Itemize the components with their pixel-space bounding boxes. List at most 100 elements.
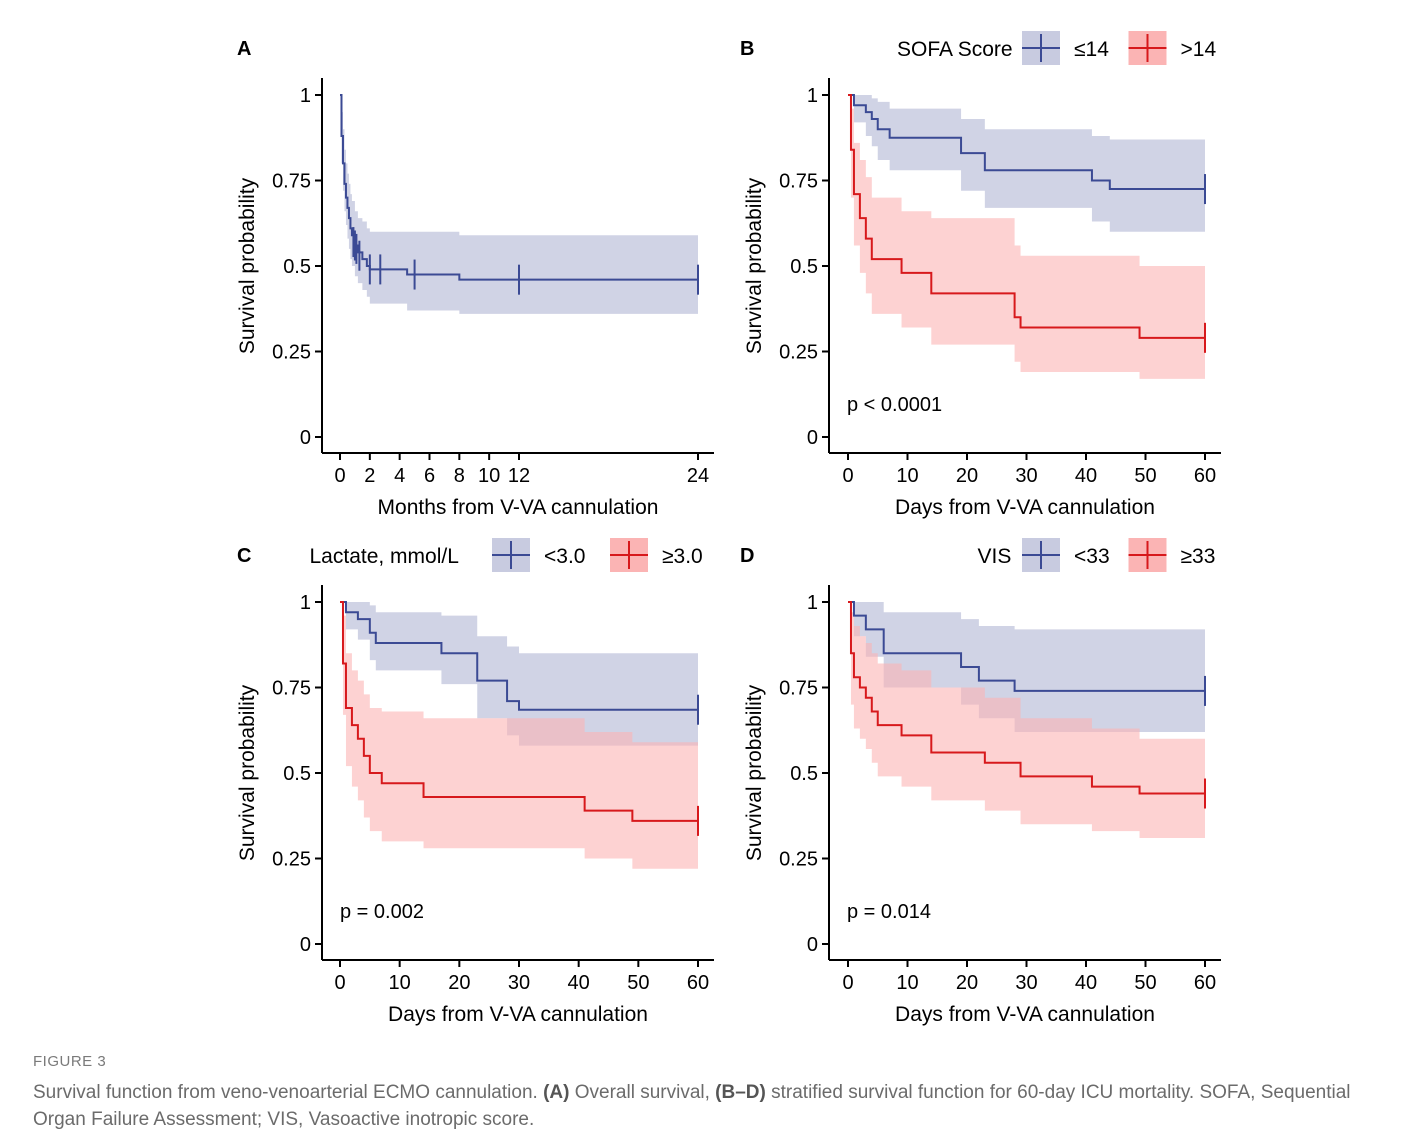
x-tick-label: 30 bbox=[1015, 972, 1037, 994]
legend-label-blue: <3.0 bbox=[544, 545, 585, 568]
x-tick-label: 60 bbox=[1194, 972, 1216, 994]
survival-curve-red bbox=[340, 601, 698, 822]
ci-band-red bbox=[848, 95, 1205, 379]
y-tick-label: 0 bbox=[807, 427, 818, 449]
x-axis-title: Days from V-VA cannulation bbox=[895, 496, 1155, 519]
y-tick-label: 0 bbox=[300, 934, 311, 956]
x-tick-label: 10 bbox=[389, 972, 411, 994]
x-tick-label: 50 bbox=[1134, 972, 1156, 994]
y-tick-label: 0.25 bbox=[272, 849, 311, 871]
y-tick-label: 0.75 bbox=[779, 171, 818, 193]
y-tick-label: 1 bbox=[300, 592, 311, 614]
x-tick-label: 30 bbox=[1015, 465, 1037, 487]
x-tick-label: 0 bbox=[334, 465, 345, 487]
survival-curve-blue bbox=[848, 94, 1205, 191]
y-tick-label: 0.75 bbox=[779, 678, 818, 700]
x-tick-label: 10 bbox=[896, 972, 918, 994]
y-tick-label: 1 bbox=[300, 85, 311, 107]
legend-label-red: ≥3.0 bbox=[662, 545, 703, 568]
legend-label-red: >14 bbox=[1181, 38, 1217, 61]
caption-ref-a: (A) bbox=[543, 1082, 570, 1103]
x-tick-label: 20 bbox=[956, 465, 978, 487]
x-tick-label: 40 bbox=[1075, 465, 1097, 487]
x-tick-label: 50 bbox=[1134, 465, 1156, 487]
y-tick-label: 0.5 bbox=[790, 256, 818, 278]
y-tick-label: 0.25 bbox=[779, 342, 818, 364]
y-axis-title: Survival probability bbox=[743, 684, 766, 861]
survival-curve-blue bbox=[848, 601, 1205, 692]
legend: Lactate, mmol/L <3.0 ≥3.0 bbox=[310, 538, 703, 572]
x-tick-label: 0 bbox=[334, 972, 345, 994]
x-tick-label: 60 bbox=[687, 972, 709, 994]
y-tick-label: 0.75 bbox=[272, 171, 311, 193]
x-tick-label: 2 bbox=[364, 465, 375, 487]
legend-title: VIS bbox=[978, 545, 1012, 568]
y-tick-label: 1 bbox=[807, 85, 818, 107]
y-tick-label: 0.5 bbox=[283, 256, 311, 278]
ci-band-red bbox=[340, 602, 698, 869]
y-tick-label: 0 bbox=[807, 934, 818, 956]
legend-title: Lactate, mmol/L bbox=[310, 545, 459, 568]
survival-curve-red bbox=[848, 94, 1205, 339]
x-tick-label: 24 bbox=[687, 465, 709, 487]
x-tick-label: 4 bbox=[394, 465, 405, 487]
legend-label-blue: <33 bbox=[1074, 545, 1110, 568]
x-tick-label: 10 bbox=[478, 465, 500, 487]
ci-band-overall bbox=[340, 95, 698, 314]
panel-label: C bbox=[237, 545, 251, 567]
y-tick-label: 0.25 bbox=[779, 849, 818, 871]
caption-ref-bd: (B–D) bbox=[715, 1082, 766, 1103]
legend: SOFA Score ≤14 >14 bbox=[897, 31, 1216, 65]
legend-title: SOFA Score bbox=[897, 38, 1013, 61]
x-axis-title: Days from V-VA cannulation bbox=[388, 1003, 648, 1026]
survival-curve-blue bbox=[340, 601, 698, 711]
ci-band-red bbox=[848, 602, 1205, 838]
x-tick-label: 50 bbox=[627, 972, 649, 994]
p-value: p < 0.0001 bbox=[847, 394, 942, 416]
y-tick-label: 0.25 bbox=[272, 342, 311, 364]
p-value: p = 0.014 bbox=[847, 901, 931, 923]
y-tick-label: 0.5 bbox=[790, 763, 818, 785]
panel-label: D bbox=[740, 545, 754, 567]
caption-text-3: stratified survival function for 60-day … bbox=[33, 1082, 1351, 1130]
ci-band-blue bbox=[848, 95, 1205, 232]
survival-curve-red bbox=[848, 601, 1205, 795]
x-tick-label: 8 bbox=[454, 465, 465, 487]
figure-caption: Survival function from veno-venoarterial… bbox=[33, 1079, 1393, 1133]
legend-label-blue: ≤14 bbox=[1074, 38, 1109, 61]
x-tick-label: 12 bbox=[508, 465, 530, 487]
panel-label: A bbox=[237, 38, 251, 60]
caption-text-1: Survival function from veno-venoarterial… bbox=[33, 1082, 544, 1103]
y-axis-title: Survival probability bbox=[236, 177, 259, 354]
x-tick-label: 0 bbox=[842, 972, 853, 994]
p-value: p = 0.002 bbox=[340, 901, 424, 923]
x-tick-label: 6 bbox=[424, 465, 435, 487]
x-axis-title: Days from V-VA cannulation bbox=[895, 1003, 1155, 1026]
legend: VIS <33 ≥33 bbox=[978, 538, 1216, 572]
y-axis-title: Survival probability bbox=[743, 177, 766, 354]
y-tick-label: 0.75 bbox=[272, 678, 311, 700]
x-tick-label: 0 bbox=[842, 465, 853, 487]
x-tick-label: 10 bbox=[896, 465, 918, 487]
figure-label: FIGURE 3 bbox=[33, 1053, 107, 1070]
x-tick-label: 40 bbox=[568, 972, 590, 994]
legend-label-red: ≥33 bbox=[1181, 545, 1216, 568]
x-tick-label: 60 bbox=[1194, 465, 1216, 487]
x-tick-label: 40 bbox=[1075, 972, 1097, 994]
caption-text-2: Overall survival, bbox=[569, 1082, 716, 1103]
x-tick-label: 30 bbox=[508, 972, 530, 994]
ci-band-blue bbox=[848, 602, 1205, 732]
x-axis-title: Months from V-VA cannulation bbox=[378, 496, 659, 519]
panel-label: B bbox=[740, 38, 754, 60]
y-tick-label: 0.5 bbox=[283, 763, 311, 785]
y-axis-title: Survival probability bbox=[236, 684, 259, 861]
y-tick-label: 0 bbox=[300, 427, 311, 449]
x-tick-label: 20 bbox=[956, 972, 978, 994]
x-tick-label: 20 bbox=[448, 972, 470, 994]
y-tick-label: 1 bbox=[807, 592, 818, 614]
